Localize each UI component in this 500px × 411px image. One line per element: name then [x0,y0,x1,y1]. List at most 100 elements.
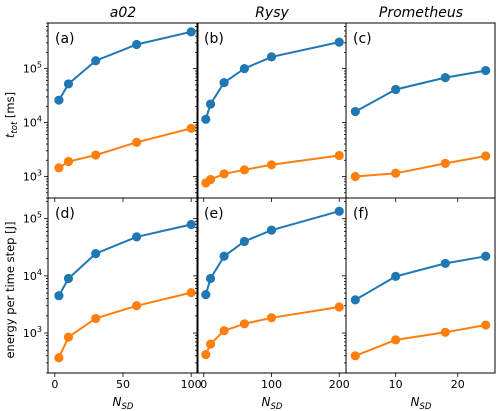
data-point [266,313,277,323]
data-point [54,163,64,173]
data-point [132,137,142,147]
data-point [266,225,277,235]
y-tick-label: 104 [23,115,42,130]
panel-label: (e) [204,206,224,222]
panel-label: (a) [55,31,75,47]
data-point [91,56,101,66]
axes-frame [47,197,199,374]
series-line-1 [354,255,486,301]
data-point [63,273,74,284]
xlabel-prometheus: NSD [411,395,432,411]
data-point [481,151,491,161]
panel-c: (c) [342,22,496,202]
data-point [54,291,64,301]
ylabel-top-sub: tot [10,121,20,134]
panel-d: 103 104 105 0 50 100 (d) [23,197,202,391]
data-point [91,249,101,259]
data-point [54,353,64,363]
series-line-2 [355,155,486,178]
data-point [186,123,196,133]
data-point [391,271,401,281]
axes-frame [196,22,347,199]
xlabel-a02: NSD [113,395,134,411]
data-point [205,174,216,185]
data-point [63,332,74,342]
data-point [391,168,401,178]
data-point [440,258,450,269]
panel-f: 10 20 (f) [342,197,496,391]
data-point [91,150,101,160]
data-point [239,165,250,175]
y-tick-label: 104 [23,268,42,283]
x-tick-label: 10 [389,378,403,391]
x-tick-label: 50 [116,378,130,391]
data-point [132,39,142,50]
data-point [440,327,450,337]
y-tick-label: 103 [23,325,42,340]
x-tick-label: 0 [51,378,58,391]
panel-label: (c) [353,31,372,47]
ylabel-top-rest: [ms] [3,92,17,122]
axes-frame [345,22,496,199]
x-tick-label: 100 [181,378,202,391]
data-point [132,232,142,242]
data-point [334,302,344,312]
x-tick-label: 200 [329,378,350,391]
data-point [219,78,229,88]
data-point [350,351,360,361]
data-point [440,158,450,169]
data-point [481,65,491,76]
series-line-2 [57,291,192,359]
panel-label: (d) [55,206,75,222]
panel-e: 0 100 200 (e) [193,197,350,391]
ylabel-bottom-row: energy per time step [J] [3,221,17,358]
data-point [205,273,216,284]
data-point [219,169,229,179]
data-point [350,171,360,182]
series-line-1 [58,223,192,297]
series-line-1 [354,69,486,113]
column-titles: a02 Rysy Prometheus [110,5,463,21]
panel-a: 103 104 105 (a) [23,22,199,202]
x-tick-label: 100 [261,378,282,391]
y-tick-label: 105 [23,61,42,76]
data-point [219,251,229,261]
y-tick-label: 103 [23,169,42,184]
data-point [219,326,229,336]
data-point [239,236,250,247]
data-point [63,156,74,167]
ylabel-top-row: ttot [ms] [3,92,20,138]
data-point [350,295,360,305]
series-line-1 [58,30,192,101]
data-point [334,37,344,47]
data-point [54,95,64,105]
x-tick-label: 20 [451,378,465,391]
data-point [266,160,277,170]
y-tick-label: 105 [23,211,42,226]
panel-b: (b) [193,22,347,202]
series-line-2 [58,127,192,169]
ylabel-top-main: t [3,133,17,138]
panel-label: (f) [353,206,369,222]
data-point [205,99,216,109]
data-point [334,150,344,161]
data-point [481,320,491,330]
axes-frame [196,197,347,374]
data-point [205,339,216,349]
data-point [201,290,211,300]
data-point [350,106,360,117]
xlabel-rysy: NSD [262,395,283,411]
data-point [186,219,196,230]
data-point [186,287,196,298]
panel-label: (b) [204,31,224,47]
data-point [63,79,74,89]
column-title-a02: a02 [110,5,136,21]
x-tick-label: 0 [200,378,207,391]
data-point [481,251,491,261]
data-point [334,206,344,216]
data-point [91,313,101,324]
data-point [132,301,142,311]
data-point [201,114,211,124]
